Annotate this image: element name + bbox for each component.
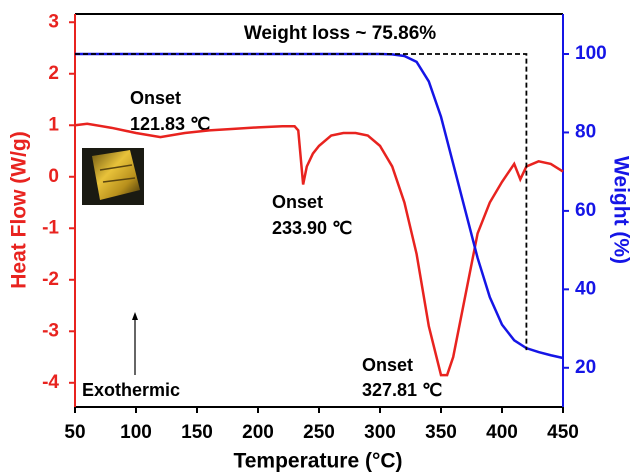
y2-tick-label: 80 <box>575 121 596 142</box>
arrow-head <box>132 312 138 320</box>
y-tick-label: 1 <box>48 114 59 135</box>
y2-tick-label: 20 <box>575 357 596 378</box>
chart: Weight loss ~ 75.86% Onset 121.83 ℃ Onse… <box>0 0 636 476</box>
y-tick-label: -4 <box>42 372 59 393</box>
data-line <box>75 124 563 375</box>
annotation: 233.90 ℃ <box>272 218 352 238</box>
x-tick-label: 300 <box>364 422 396 443</box>
x-tick-label: 350 <box>425 422 457 443</box>
x-tick-label: 200 <box>242 422 274 443</box>
y-tick-label: 2 <box>48 63 59 84</box>
y2-axis-label: Weight (%) <box>609 156 632 264</box>
annotation: Onset <box>272 192 323 212</box>
annotation: Weight loss ~ 75.86% <box>244 23 436 44</box>
x-tick-label: 100 <box>120 422 152 443</box>
crystal-photo <box>82 148 144 205</box>
x-tick-label: 150 <box>181 422 213 443</box>
y-tick-label: -2 <box>42 269 59 290</box>
y-tick-label: -3 <box>42 320 59 341</box>
y-tick-label: -1 <box>42 217 59 238</box>
y-tick-label: 0 <box>48 166 59 187</box>
y2-tick-label: 100 <box>575 43 607 64</box>
x-axis-label: Temperature (°C) <box>233 450 402 473</box>
annotation: 327.81 ℃ <box>362 380 442 400</box>
annotation: Onset <box>130 88 181 108</box>
x-tick-label: 250 <box>303 422 335 443</box>
y2-tick-label: 40 <box>575 278 596 299</box>
x-tick-label: 400 <box>486 422 518 443</box>
annotation: Onset <box>362 355 413 375</box>
y-tick-label: 3 <box>48 11 59 32</box>
x-tick-label: 450 <box>547 422 579 443</box>
y-axis-label: Heat Flow (W/g) <box>8 131 31 288</box>
annotation: Exothermic <box>82 380 180 400</box>
x-tick-label: 50 <box>64 422 85 443</box>
y2-tick-label: 60 <box>575 200 596 221</box>
